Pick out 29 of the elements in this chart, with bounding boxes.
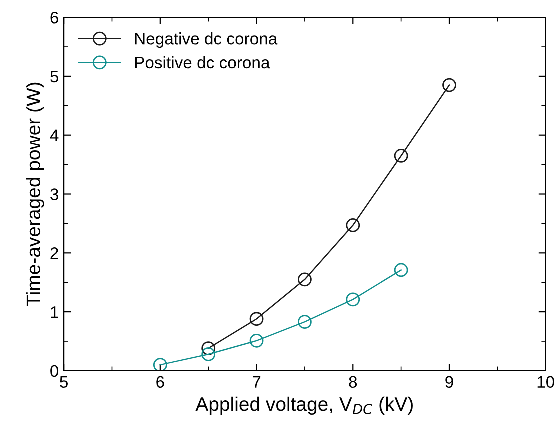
- y-tick-label: 3: [50, 188, 58, 200]
- x-tick-label: 6: [156, 376, 164, 388]
- legend-label: Positive dc corona: [135, 56, 270, 69]
- x-tick-label: 8: [349, 376, 358, 388]
- point: [250, 334, 264, 348]
- y-tick-label: 6: [50, 12, 58, 24]
- legend-label: Negative dc corona: [135, 32, 278, 48]
- point: [298, 315, 312, 330]
- y-tick-label: 0: [50, 365, 59, 378]
- x-tick-label: 9: [446, 376, 454, 388]
- point: [442, 78, 456, 92]
- point: [202, 348, 216, 362]
- x-tick-label: 5: [60, 376, 68, 388]
- point: [394, 263, 408, 278]
- x-tick-label: 10: [538, 376, 554, 388]
- y-tick-label: 1: [51, 306, 58, 318]
- point: [346, 292, 360, 307]
- point: [346, 218, 360, 232]
- x-axis-title: Applied voltage, V$_{DC}$ (kV): [196, 396, 413, 416]
- y-axis-title: Time-averaged power (W): [26, 82, 44, 306]
- point: [153, 358, 168, 371]
- point: [394, 149, 408, 163]
- y-tick-label: 4: [50, 130, 59, 142]
- x-tick-label: 7: [252, 376, 261, 388]
- point: [298, 272, 312, 287]
- y-tick-label: 5: [50, 71, 58, 83]
- point: [250, 312, 264, 326]
- point: [202, 342, 216, 356]
- y-tick-label: 2: [50, 248, 58, 260]
